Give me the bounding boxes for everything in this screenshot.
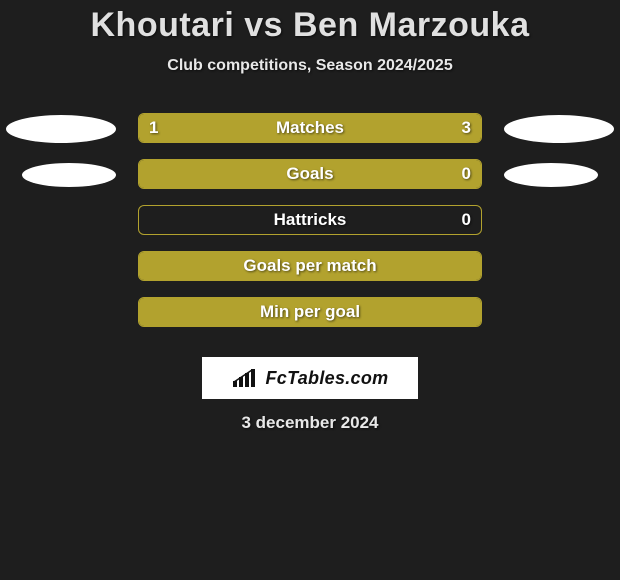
right-value: 0	[462, 160, 471, 188]
logo-text: FcTables.com	[266, 368, 389, 389]
stat-bar: 13Matches	[138, 113, 482, 143]
bar-left-fill	[139, 160, 481, 188]
player-right-marker	[504, 115, 614, 143]
page-title: Khoutari vs Ben Marzouka	[0, 6, 620, 45]
stat-row: 0Goals	[0, 155, 620, 201]
player-left-marker	[6, 115, 116, 143]
logo-icon	[232, 369, 260, 392]
page-subtitle: Club competitions, Season 2024/2025	[0, 57, 620, 75]
bar-fill	[139, 252, 481, 280]
stat-row: 13Matches	[0, 109, 620, 155]
comparison-rows: 13Matches0Goals0HattricksGoals per match…	[0, 109, 620, 339]
logo-box: FcTables.com	[202, 357, 418, 399]
stat-row: Min per goal	[0, 293, 620, 339]
stat-label: Hattricks	[139, 206, 481, 234]
player-left-marker	[22, 163, 116, 187]
bar-right-fill	[225, 114, 482, 142]
right-value: 3	[462, 114, 471, 142]
stat-bar: Min per goal	[138, 297, 482, 327]
stat-bar: Goals per match	[138, 251, 482, 281]
player-right-marker	[504, 163, 598, 187]
date-text: 3 december 2024	[0, 413, 620, 433]
stat-row: Goals per match	[0, 247, 620, 293]
stat-bar: 0Hattricks	[138, 205, 482, 235]
stat-row: 0Hattricks	[0, 201, 620, 247]
stat-bar: 0Goals	[138, 159, 482, 189]
right-value: 0	[462, 206, 471, 234]
left-value: 1	[149, 114, 158, 142]
bar-fill	[139, 298, 481, 326]
